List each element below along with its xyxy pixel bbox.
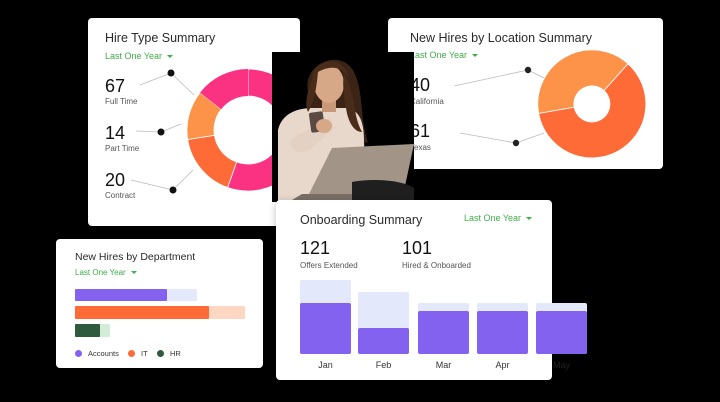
- location-title: New Hires by Location Summary: [410, 31, 593, 45]
- full-time-count: 67: [105, 76, 126, 96]
- full-time-label: Full Time: [105, 97, 138, 106]
- accounts-dot-icon: [75, 350, 82, 357]
- bar-may-hired: [536, 311, 587, 354]
- month-label-apr: Apr: [495, 360, 510, 370]
- texas-label: Texas: [410, 143, 431, 152]
- month-label-mar: Mar: [435, 360, 452, 370]
- month-label-may: May: [552, 360, 570, 370]
- california-label: California: [410, 97, 444, 106]
- department-filter-dropdown[interactable]: Last One Year: [75, 268, 137, 277]
- chevron-down-icon: [472, 54, 479, 58]
- part-time-label: Part Time: [105, 144, 140, 153]
- legend-label: HR: [170, 349, 181, 358]
- department-title: New Hires by Department: [75, 251, 196, 263]
- location-filter-dropdown[interactable]: Last One Year: [410, 50, 479, 60]
- month-label-feb: Feb: [375, 360, 392, 370]
- texas-count: 61: [410, 121, 431, 141]
- location-leader-lines: [453, 66, 545, 147]
- onboarding-filter-dropdown[interactable]: Last One Year: [464, 213, 533, 223]
- contract-label: Contract: [105, 191, 136, 200]
- hire-type-filter-dropdown[interactable]: Last One Year: [105, 51, 174, 61]
- bar-apr-hired: [477, 311, 528, 354]
- filter-label: Last One Year: [75, 268, 126, 277]
- bar-feb-hired: [358, 328, 409, 354]
- hr-bar-value: [75, 324, 100, 337]
- legend-hr: HR: [157, 349, 181, 358]
- legend-accounts: Accounts: [75, 349, 119, 358]
- chevron-down-icon: [130, 271, 137, 275]
- hire-type-card: Hire Type Summary Last One Year 67 Full …: [88, 18, 300, 226]
- onboarding-title: Onboarding Summary: [300, 213, 423, 227]
- accounts-bar-value: [75, 289, 167, 301]
- chevron-down-icon: [167, 55, 174, 59]
- filter-label: Last One Year: [464, 213, 522, 223]
- hire-type-title: Hire Type Summary: [105, 31, 216, 45]
- it-dot-icon: [128, 350, 135, 357]
- chevron-down-icon: [526, 217, 533, 221]
- department-card: New Hires by Department Last One Year Ac…: [56, 239, 263, 368]
- hired-onboarded-count: 101: [402, 238, 433, 258]
- legend-label: IT: [141, 349, 148, 358]
- location-card: New Hires by Location Summary Last One Y…: [388, 18, 663, 169]
- location-donut-chart: [537, 49, 647, 159]
- bar-jan-hired: [300, 303, 351, 354]
- hire-type-leader-lines: [130, 69, 195, 194]
- filter-label: Last One Year: [410, 50, 468, 60]
- offers-extended-label: Offers Extended: [300, 261, 358, 270]
- part-time-count: 14: [105, 123, 126, 143]
- month-label-jan: Jan: [318, 360, 333, 370]
- hr-dot-icon: [157, 350, 164, 357]
- california-count: 40: [410, 75, 431, 95]
- offers-extended-count: 121: [300, 238, 331, 258]
- contract-count: 20: [105, 170, 126, 190]
- it-bar-value: [75, 306, 209, 319]
- legend-it: IT: [128, 349, 148, 358]
- legend-label: Accounts: [88, 349, 119, 358]
- filter-label: Last One Year: [105, 51, 163, 61]
- bar-mar-hired: [418, 311, 469, 354]
- person-with-laptop-photo: [272, 52, 414, 202]
- photo-illustration: [272, 52, 414, 202]
- hired-onboarded-label: Hired & Onboarded: [402, 261, 471, 270]
